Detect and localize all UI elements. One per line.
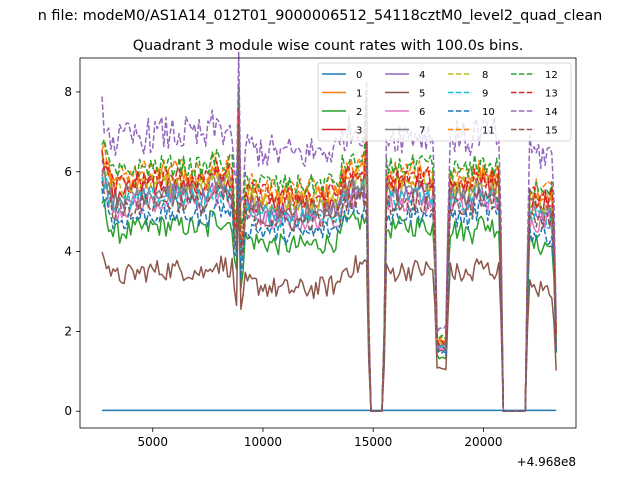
chart-title: Quadrant 3 module wise count rates with … [133, 38, 524, 54]
series-line-13 [101, 107, 557, 412]
plot-frame [79, 57, 577, 429]
legend-label-13: 13 [545, 89, 558, 100]
series-line-2 [101, 165, 557, 412]
legend-box [317, 62, 572, 142]
y-tick-label: 6 [64, 165, 72, 179]
x-tick-label: 20000 [464, 435, 502, 449]
series-line-11 [101, 100, 557, 412]
series-line-15 [101, 122, 557, 412]
legend-label-7: 7 [419, 126, 425, 137]
legend-label-6: 6 [419, 107, 425, 118]
series-line-5 [101, 183, 557, 412]
legend-label-3: 3 [356, 126, 362, 137]
legend-label-9: 9 [482, 89, 488, 100]
legend-label-11: 11 [482, 126, 495, 137]
legend-label-15: 15 [545, 126, 558, 137]
legend-label-4: 4 [419, 70, 425, 81]
y-tick-label: 4 [64, 245, 72, 259]
legend-label-2: 2 [356, 107, 362, 118]
y-tick-label: 0 [64, 404, 72, 418]
legend-label-1: 1 [356, 89, 362, 100]
legend-label-14: 14 [545, 107, 558, 118]
x-tick-label: 10000 [244, 435, 282, 449]
axes-layer: 5000 10000 15000 20000 0 2 4 6 8 [64, 85, 502, 449]
legend-label-0: 0 [356, 70, 362, 81]
legend-label-8: 8 [482, 70, 488, 81]
legend-label-12: 12 [545, 70, 558, 81]
series-line-9 [101, 125, 557, 412]
legend-label-10: 10 [482, 107, 495, 118]
x-tick-label: 5000 [137, 435, 168, 449]
y-tick-label: 2 [64, 324, 72, 338]
series-line-4 [101, 125, 557, 412]
series-line-12 [101, 83, 557, 412]
figure-suptitle: n file: modeM0/AS1A14_012T01_9000006512_… [38, 8, 603, 24]
legend-label-5: 5 [419, 89, 425, 100]
x-offset-text: +4.968e8 [517, 455, 576, 469]
x-tick-label: 15000 [354, 435, 392, 449]
y-tick-label: 8 [64, 85, 72, 99]
